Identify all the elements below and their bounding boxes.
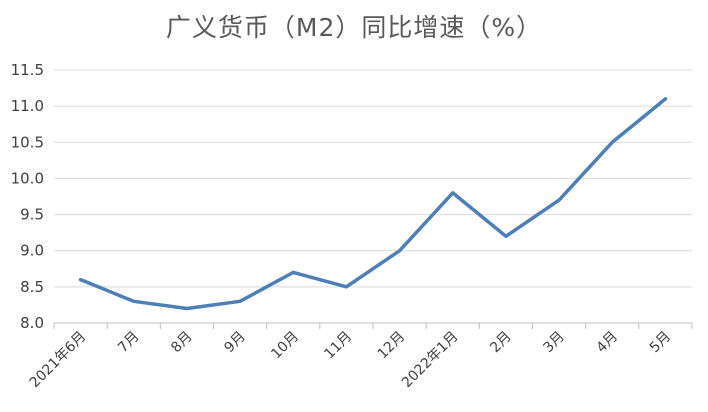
data-point (79, 278, 82, 281)
x-tick-label: 9月 (221, 329, 249, 357)
y-tick-label: 9.5 (20, 206, 44, 224)
x-tick-label: 12月 (375, 329, 409, 363)
x-tick-label: 2022年1月 (399, 329, 462, 392)
series-line (78, 97, 668, 311)
x-tick-label: 5月 (647, 329, 675, 357)
data-point (292, 271, 295, 274)
y-tick-label: 9.0 (20, 242, 44, 260)
data-point (611, 141, 614, 144)
x-tick-label: 3月 (540, 329, 568, 357)
y-tick-label: 11.5 (11, 61, 44, 79)
x-tick-label: 11月 (321, 329, 355, 363)
chart-title: 广义货币（M2）同比增速（%） (165, 13, 543, 42)
data-point (451, 191, 454, 195)
x-tick-label: 2月 (487, 329, 515, 357)
y-tick-label: 8.5 (20, 278, 44, 296)
y-tick-label: 10.5 (11, 133, 44, 151)
x-tick-label: 4月 (594, 329, 622, 357)
data-point (132, 300, 135, 303)
x-tick-label: 2021年6月 (27, 329, 90, 392)
data-point (238, 300, 242, 303)
data-point (664, 97, 667, 101)
data-point (504, 235, 508, 238)
data-point (345, 285, 348, 289)
data-point (185, 307, 189, 310)
data-point (557, 198, 561, 202)
y-tick-label: 11.0 (11, 97, 44, 115)
x-tick-label: 7月 (115, 329, 143, 357)
data-point (398, 249, 401, 252)
y-tick-label: 10.0 (11, 169, 44, 187)
x-tick-label: 10月 (268, 329, 302, 363)
y-tick-label: 8.0 (20, 314, 44, 332)
x-tick-label: 8月 (168, 329, 196, 357)
